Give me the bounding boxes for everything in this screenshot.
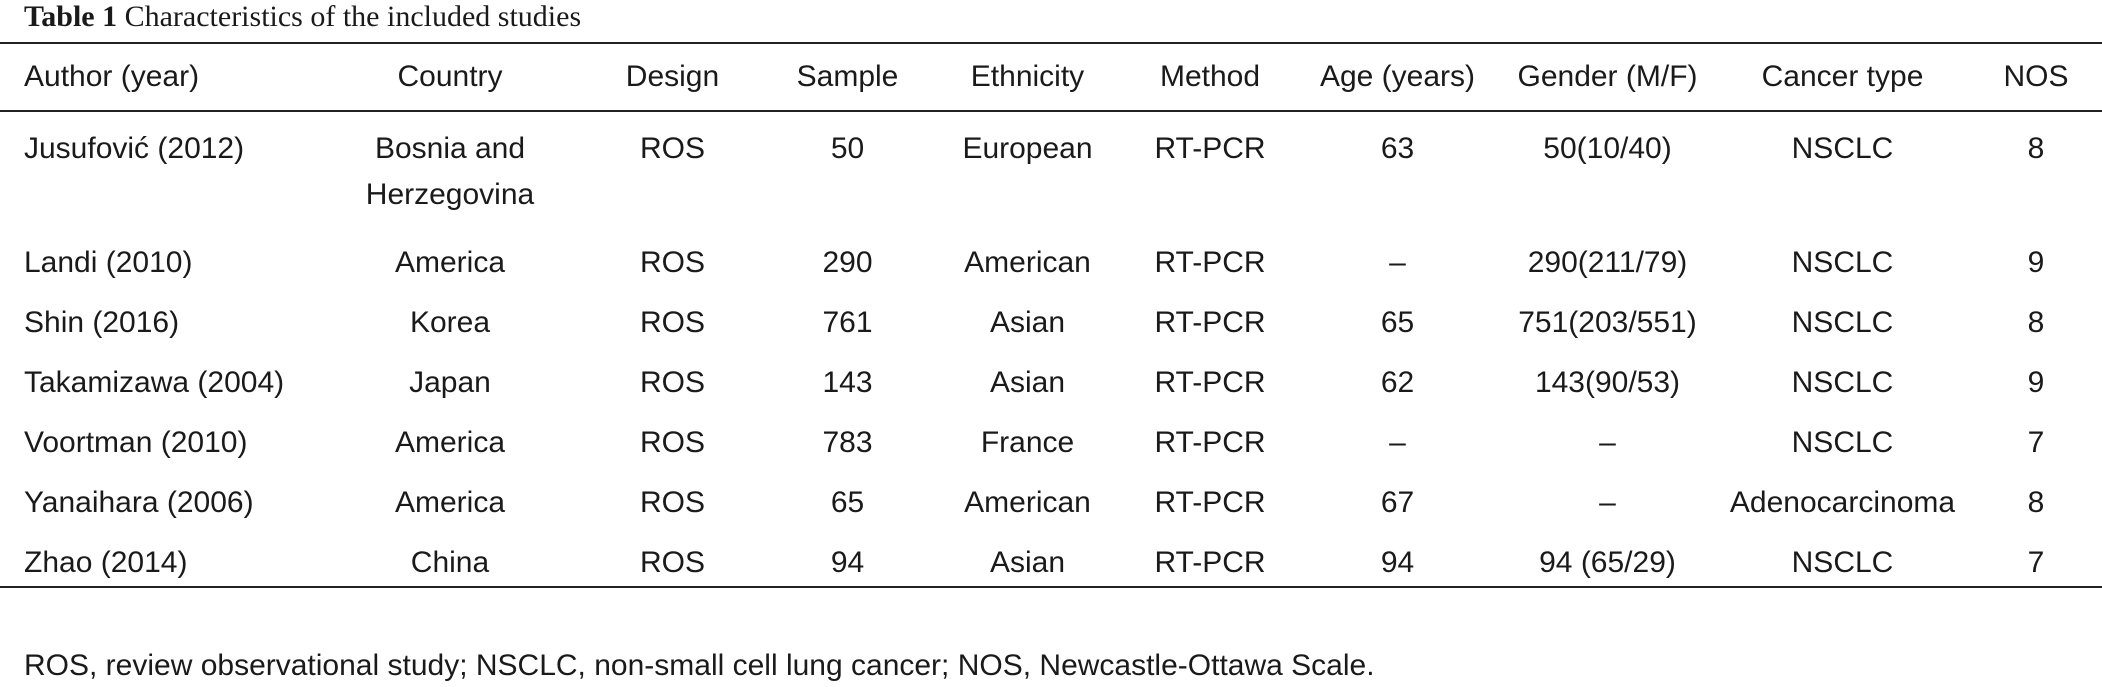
cell-country: Japan [409,366,491,399]
table-footnote: ROS, review observational study; NSCLC, … [24,649,1375,682]
cell-ethnicity: France [980,426,1075,459]
cell-design: ROS [639,246,705,279]
cell-design: ROS [639,366,705,399]
cell-nos: 8 [2027,306,2045,339]
header-design: Design [625,60,720,93]
cell-cancer-type: NSCLC [1791,366,1894,399]
cell-ethnicity: American [964,246,1091,279]
cell-sample: 143 [822,366,873,399]
cell-age: – [1389,246,1406,279]
cell-nos: 7 [2027,546,2045,579]
cell-country: Bosnia and Herzegovina [365,132,535,211]
header-nos: NOS [2003,60,2069,93]
cell-ethnicity: American [964,486,1091,519]
cell-sample: 94 [830,546,865,579]
cell-cancer-type: Adenocarcinoma [1729,486,1956,519]
header-gender: Gender (M/F) [1517,60,1698,93]
cell-country: America [394,486,506,519]
table-row: Voortman (2010) America ROS 783 France R… [0,406,2102,466]
cell-age: 94 [1380,546,1415,579]
cell-cancer-type: NSCLC [1791,246,1894,279]
cell-nos: 9 [2027,246,2045,279]
cell-method: RT-PCR [1154,546,1266,579]
cell-author-year: Zhao (2014) [24,546,188,579]
cell-nos: 8 [2027,486,2045,519]
cell-country: America [394,246,506,279]
cell-gender: 290(211/79) [1527,246,1688,279]
cell-design: ROS [639,426,705,459]
table-caption-label: Table 1 [24,0,118,33]
cell-design: ROS [639,486,705,519]
cell-author-year: Jusufović (2012) [24,132,245,165]
cell-age: 63 [1380,132,1415,165]
header-country: Country [397,60,503,93]
cell-author-year: Shin (2016) [24,306,180,339]
cell-ethnicity: Asian [989,306,1066,339]
cell-ethnicity: European [962,132,1093,165]
cell-gender: – [1599,426,1616,459]
cell-ethnicity: Asian [989,546,1066,579]
cell-sample: 65 [830,486,865,519]
cell-design: ROS [639,132,705,165]
table-caption-text: Characteristics of the included studies [124,0,582,33]
cell-cancer-type: NSCLC [1791,306,1894,339]
cell-country: America [394,426,506,459]
cell-gender: 751(203/551) [1518,306,1697,339]
cell-cancer-type: NSCLC [1791,132,1894,165]
cell-gender: 94 (65/29) [1539,546,1676,579]
cell-gender: 50(10/40) [1543,132,1672,165]
cell-age: – [1389,426,1406,459]
cell-author-year: Yanaihara (2006) [24,486,254,519]
cell-method: RT-PCR [1154,246,1266,279]
studies-table: Author (year) Country Design Sample Ethn… [0,42,2102,588]
cell-method: RT-PCR [1154,426,1266,459]
header-author-year: Author (year) [24,60,200,93]
cell-method: RT-PCR [1154,366,1266,399]
header-method: Method [1159,60,1261,93]
cell-sample: 290 [822,246,873,279]
cell-method: RT-PCR [1154,486,1266,519]
cell-sample: 50 [830,132,865,165]
table-row: Takamizawa (2004) Japan ROS 143 Asian RT… [0,346,2102,406]
cell-author-year: Landi (2010) [24,246,193,279]
cell-gender: – [1599,486,1616,519]
cell-nos: 7 [2027,426,2045,459]
cell-design: ROS [639,546,705,579]
table-row: Zhao (2014) China ROS 94 Asian RT-PCR 94… [0,526,2102,587]
cell-author-year: Takamizawa (2004) [24,366,285,399]
cell-nos: 8 [2027,132,2045,165]
cell-author-year: Voortman (2010) [24,426,248,459]
table-row: Landi (2010) America ROS 290 American RT… [0,226,2102,286]
cell-sample: 761 [822,306,873,339]
cell-ethnicity: Asian [989,366,1066,399]
cell-country: China [410,546,490,579]
table-row: Yanaihara (2006) America ROS 65 American… [0,466,2102,526]
cell-age: 65 [1380,306,1415,339]
cell-country: Korea [409,306,491,339]
cell-cancer-type: NSCLC [1791,546,1894,579]
cell-design: ROS [639,306,705,339]
cell-gender: 143(90/53) [1534,366,1681,399]
table-row: Shin (2016) Korea ROS 761 Asian RT-PCR 6… [0,286,2102,346]
header-row: Author (year) Country Design Sample Ethn… [0,43,2102,111]
table-row: Jusufović (2012) Bosnia and Herzegovina … [0,111,2102,226]
cell-nos: 9 [2027,366,2045,399]
header-age: Age (years) [1319,60,1476,93]
cell-method: RT-PCR [1154,132,1266,165]
cell-age: 62 [1380,366,1415,399]
cell-age: 67 [1380,486,1415,519]
table-caption: Table 1 Characteristics of the included … [24,0,581,34]
header-sample: Sample [796,60,899,93]
header-cancer-type: Cancer type [1761,60,1924,93]
header-ethnicity: Ethnicity [970,60,1085,93]
cell-cancer-type: NSCLC [1791,426,1894,459]
cell-method: RT-PCR [1154,306,1266,339]
cell-sample: 783 [822,426,873,459]
